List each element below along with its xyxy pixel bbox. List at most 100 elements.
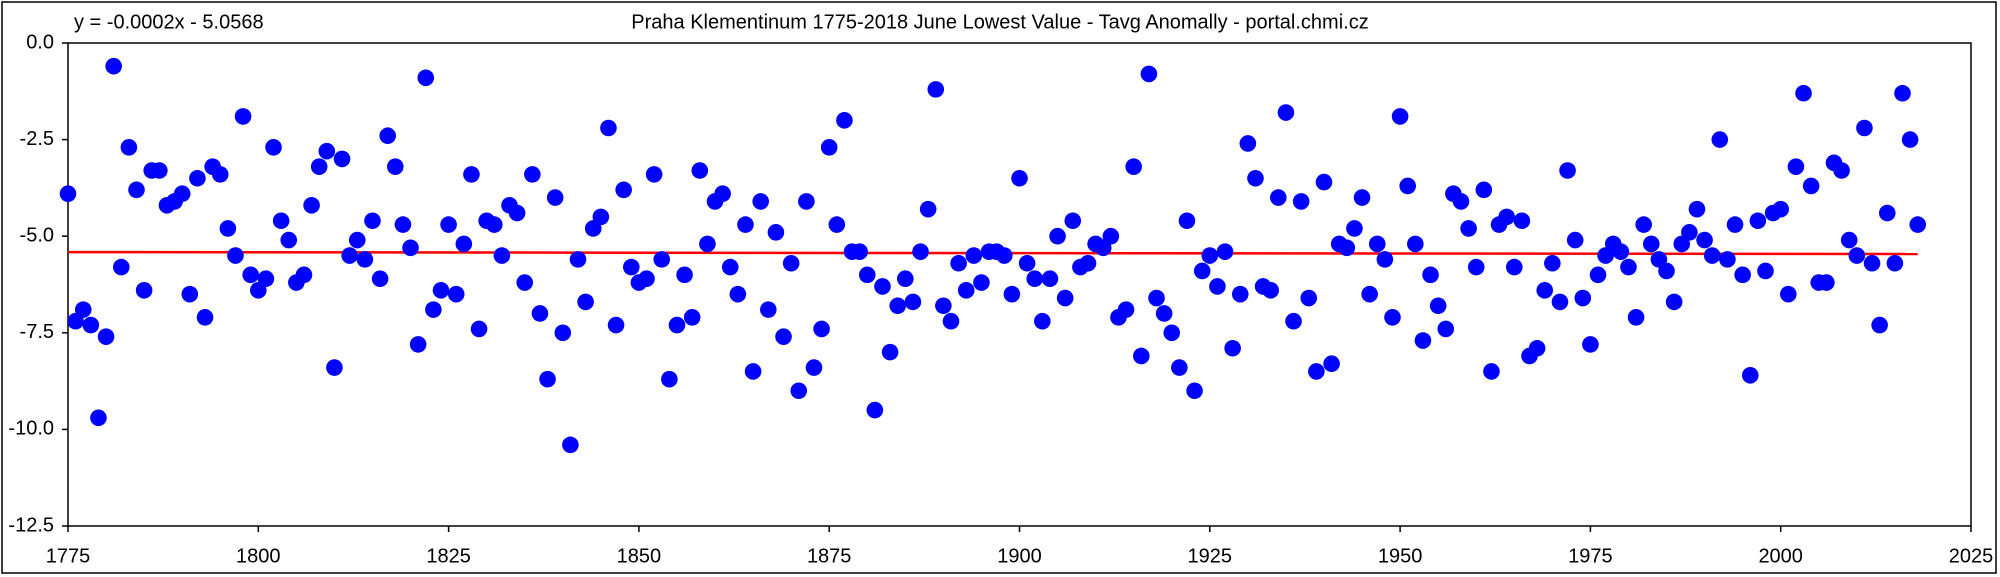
data-point <box>227 247 244 264</box>
data-point <box>760 301 777 318</box>
data-point <box>592 208 610 226</box>
data-point <box>562 436 579 454</box>
data-point <box>973 274 990 291</box>
data-point <box>280 231 298 249</box>
data-point <box>112 258 130 276</box>
data-point <box>97 328 115 345</box>
data-point <box>1795 84 1812 102</box>
data-point <box>1711 131 1729 148</box>
data-point <box>546 189 564 206</box>
data-point <box>1878 204 1896 222</box>
data-point <box>1003 285 1021 303</box>
data-point <box>341 247 358 264</box>
data-point <box>1703 247 1721 264</box>
data-point <box>1270 189 1287 206</box>
data-point <box>851 243 868 260</box>
data-point <box>919 200 937 218</box>
data-point <box>782 254 800 272</box>
data-point <box>1757 262 1774 280</box>
data-point <box>1544 254 1561 272</box>
data-point <box>1787 158 1805 175</box>
data-point <box>1049 227 1066 245</box>
data-point <box>409 336 427 353</box>
data-point <box>1209 278 1226 295</box>
data-point <box>889 297 907 315</box>
data-point <box>356 251 374 268</box>
data-point <box>173 185 191 202</box>
data-point <box>1452 193 1470 210</box>
data-point <box>1681 224 1698 241</box>
data-point <box>1239 135 1257 152</box>
data-point <box>493 247 511 264</box>
data-point <box>234 108 252 125</box>
data-point <box>470 320 488 338</box>
data-point <box>402 239 419 257</box>
data-point <box>1399 177 1417 195</box>
x-tick-label: 1975 <box>1568 545 1613 567</box>
data-point <box>1894 84 1911 102</box>
data-point <box>767 224 785 241</box>
data-point <box>1231 285 1249 303</box>
data-point <box>798 193 815 210</box>
x-tick-label: 1925 <box>1188 545 1233 567</box>
data-point <box>211 166 229 183</box>
data-point <box>1201 247 1219 264</box>
data-point <box>1193 262 1211 280</box>
data-point <box>516 274 534 291</box>
data-point <box>691 162 709 179</box>
data-point <box>1338 239 1356 257</box>
data-point <box>569 251 587 268</box>
data-point <box>440 216 457 233</box>
x-tick-label: 1850 <box>617 545 662 567</box>
data-point <box>1559 162 1576 179</box>
data-point <box>1262 281 1279 299</box>
data-point <box>1749 212 1767 230</box>
data-point <box>1734 266 1751 284</box>
data-point <box>897 270 914 288</box>
data-point <box>196 309 214 326</box>
data-point <box>348 231 366 249</box>
data-point <box>1848 247 1866 264</box>
data-point <box>607 316 625 334</box>
data-point <box>387 158 404 175</box>
y-tick-label: -12.5 <box>8 514 54 536</box>
data-point <box>1863 254 1881 272</box>
x-tick-label: 1800 <box>236 545 281 567</box>
data-point <box>721 258 739 276</box>
data-point <box>151 162 168 179</box>
data-point <box>676 266 693 284</box>
data-point <box>333 150 351 168</box>
data-point <box>1505 258 1523 276</box>
data-point <box>1034 312 1051 330</box>
data-point <box>1315 173 1333 191</box>
data-point <box>1840 231 1858 249</box>
data-point <box>1901 131 1919 148</box>
data-point <box>942 312 960 330</box>
data-point <box>1498 208 1515 226</box>
data-point <box>318 142 336 160</box>
data-point <box>622 258 640 276</box>
data-point <box>1818 274 1835 291</box>
data-point <box>1041 270 1059 288</box>
data-point <box>1582 336 1599 353</box>
y-tick-label: 0.0 <box>26 31 54 53</box>
data-point <box>1391 108 1409 125</box>
data-point <box>1513 212 1531 230</box>
data-point <box>310 158 328 175</box>
data-point <box>1802 177 1820 195</box>
data-point <box>1414 332 1432 349</box>
data-point <box>485 216 503 233</box>
data-point <box>1132 347 1150 365</box>
data-point <box>577 293 594 311</box>
data-point <box>447 285 465 303</box>
data-point <box>950 254 967 272</box>
data-point <box>455 235 473 253</box>
data-point <box>1376 251 1394 268</box>
data-point <box>59 185 77 202</box>
data-point <box>105 57 122 75</box>
data-point <box>1155 305 1173 322</box>
data-point <box>1079 254 1097 272</box>
data-point <box>1018 254 1036 272</box>
data-point <box>1186 382 1203 400</box>
